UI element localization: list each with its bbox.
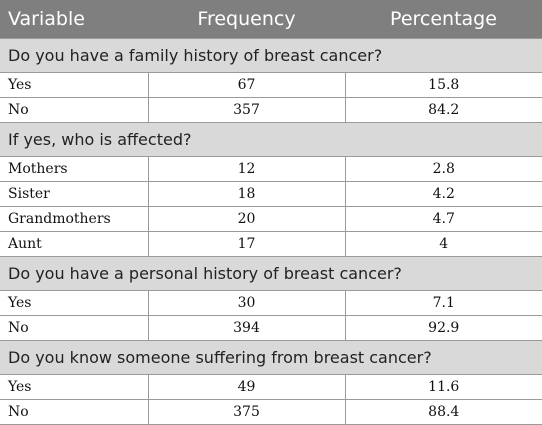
row-frequency: 18 xyxy=(147,181,346,207)
table-row: No 394 92.9 xyxy=(0,315,542,341)
row-frequency: 49 xyxy=(147,374,346,400)
row-label: No xyxy=(0,97,149,123)
table-row: Grandmothers 20 4.7 xyxy=(0,206,542,232)
row-frequency: 375 xyxy=(147,399,346,425)
row-frequency: 20 xyxy=(147,206,346,232)
section-row: Do you have a family history of breast c… xyxy=(0,38,542,73)
row-percentage: 11.6 xyxy=(344,374,542,400)
row-label: Sister xyxy=(0,181,149,207)
table-row: Yes 67 15.8 xyxy=(0,72,542,98)
row-frequency: 17 xyxy=(147,231,346,257)
row-percentage: 84.2 xyxy=(344,97,542,123)
table-row: Yes 49 11.6 xyxy=(0,374,542,400)
section-question: Do you know someone suffering from breas… xyxy=(0,340,542,375)
row-percentage: 88.4 xyxy=(344,399,542,425)
header-percentage: Percentage xyxy=(345,0,542,39)
row-label: Yes xyxy=(0,72,149,98)
row-label: No xyxy=(0,399,149,425)
row-percentage: 15.8 xyxy=(344,72,542,98)
section-row: If yes, who is affected? xyxy=(0,122,542,157)
row-percentage: 4 xyxy=(344,231,542,257)
table-header-row: Variable Frequency Percentage xyxy=(0,0,542,39)
row-frequency: 12 xyxy=(147,156,346,182)
row-frequency: 394 xyxy=(147,315,346,341)
row-label: Mothers xyxy=(0,156,149,182)
table-row: No 375 88.4 xyxy=(0,399,542,425)
table-row: Mothers 12 2.8 xyxy=(0,156,542,182)
section-question: Do you have a family history of breast c… xyxy=(0,38,542,73)
section-row: Do you know someone suffering from breas… xyxy=(0,340,542,375)
table-row: Sister 18 4.2 xyxy=(0,181,542,207)
section-question: If yes, who is affected? xyxy=(0,122,542,157)
row-label: Yes xyxy=(0,290,149,316)
row-label: Aunt xyxy=(0,231,149,257)
row-percentage: 4.7 xyxy=(344,206,542,232)
row-percentage: 2.8 xyxy=(344,156,542,182)
section-row: Do you have a personal history of breast… xyxy=(0,256,542,291)
row-percentage: 92.9 xyxy=(344,315,542,341)
row-label: No xyxy=(0,315,149,341)
row-frequency: 357 xyxy=(147,97,346,123)
row-frequency: 67 xyxy=(147,72,346,98)
row-label: Yes xyxy=(0,374,149,400)
row-percentage: 4.2 xyxy=(344,181,542,207)
table-row: Yes 30 7.1 xyxy=(0,290,542,316)
section-question: Do you have a personal history of breast… xyxy=(0,256,542,291)
header-frequency: Frequency xyxy=(148,0,345,39)
header-variable: Variable xyxy=(0,0,148,39)
table-row: Aunt 17 4 xyxy=(0,231,542,257)
table-row: No 357 84.2 xyxy=(0,97,542,123)
row-label: Grandmothers xyxy=(0,206,149,232)
row-frequency: 30 xyxy=(147,290,346,316)
row-percentage: 7.1 xyxy=(344,290,542,316)
